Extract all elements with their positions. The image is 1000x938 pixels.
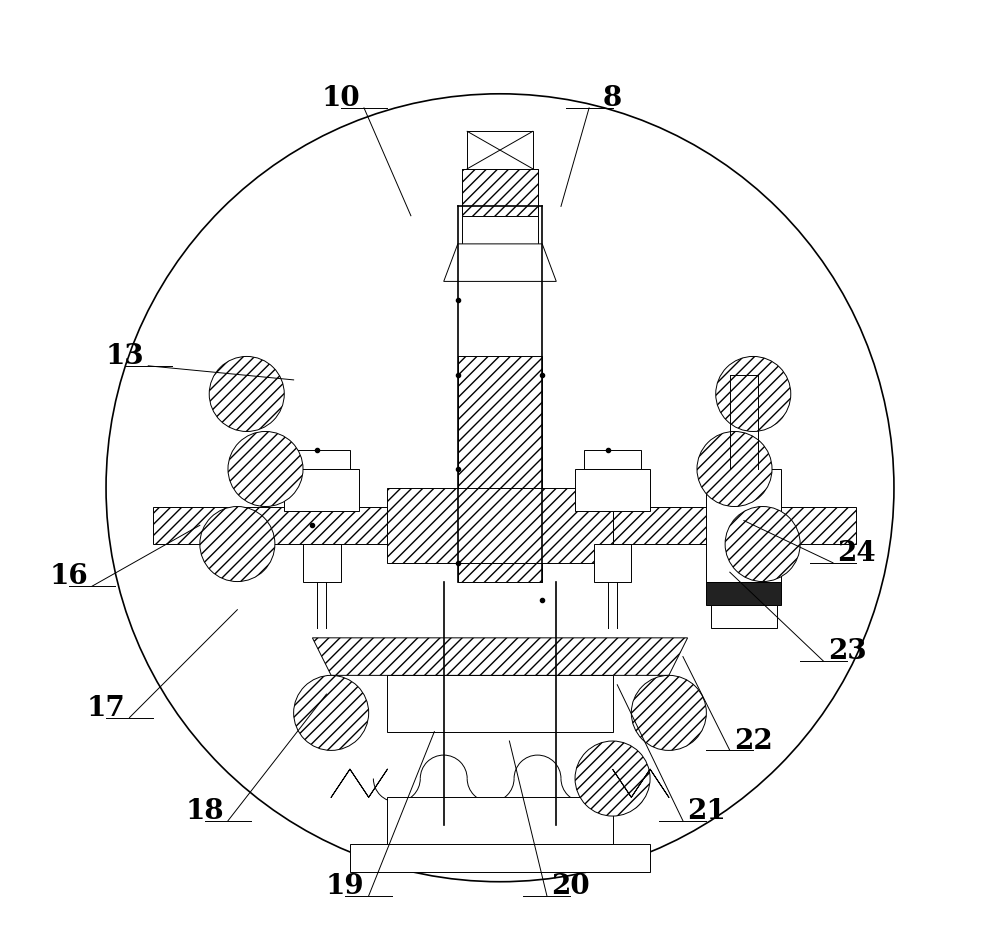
Polygon shape [584, 450, 641, 469]
Text: 17: 17 [87, 695, 125, 721]
Polygon shape [303, 544, 341, 582]
Polygon shape [706, 582, 781, 605]
Polygon shape [312, 638, 688, 675]
Text: 23: 23 [828, 639, 866, 665]
Polygon shape [706, 469, 781, 582]
Polygon shape [575, 469, 650, 511]
Text: 19: 19 [326, 873, 365, 900]
Text: 18: 18 [185, 798, 224, 825]
Polygon shape [294, 450, 350, 469]
Polygon shape [462, 216, 538, 244]
Polygon shape [462, 169, 538, 216]
Polygon shape [387, 675, 613, 732]
Circle shape [228, 431, 303, 507]
Circle shape [294, 675, 369, 750]
Polygon shape [613, 507, 856, 544]
Polygon shape [444, 244, 556, 281]
Polygon shape [153, 507, 387, 544]
Text: 8: 8 [603, 85, 622, 112]
Polygon shape [387, 797, 613, 844]
Circle shape [697, 431, 772, 507]
Polygon shape [594, 544, 631, 582]
Circle shape [200, 507, 275, 582]
Circle shape [725, 507, 800, 582]
Circle shape [209, 356, 284, 431]
Polygon shape [284, 469, 359, 511]
Text: 16: 16 [49, 564, 88, 590]
Polygon shape [350, 844, 650, 872]
Circle shape [575, 741, 650, 816]
Polygon shape [387, 488, 613, 563]
Polygon shape [458, 356, 542, 582]
Polygon shape [467, 131, 533, 169]
Polygon shape [462, 169, 538, 216]
Text: 20: 20 [551, 873, 590, 900]
Text: 24: 24 [837, 540, 876, 567]
Text: 21: 21 [687, 798, 726, 825]
Text: 22: 22 [734, 728, 773, 754]
Circle shape [631, 675, 706, 750]
Polygon shape [711, 605, 777, 628]
Circle shape [716, 356, 791, 431]
Text: 13: 13 [105, 343, 144, 370]
Text: 10: 10 [321, 85, 360, 112]
